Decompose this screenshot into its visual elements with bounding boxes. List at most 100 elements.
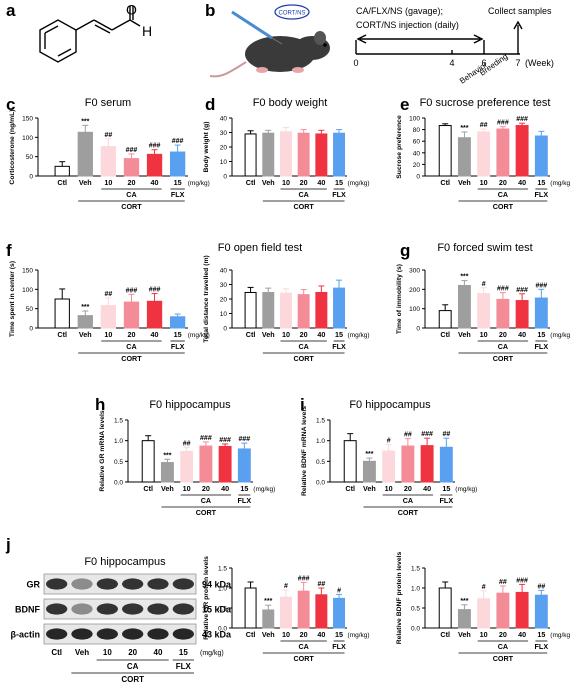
- unit-label: (mg/kg): [550, 180, 570, 187]
- y-tick-label: 1.5: [114, 418, 123, 425]
- blot-cort-label: CORT: [121, 675, 144, 684]
- significance-label: #: [482, 584, 486, 591]
- blot-band: [122, 603, 144, 615]
- cort-label: CORT: [121, 354, 142, 363]
- y-axis-label: Relative BDNF mRNA levels: [301, 406, 308, 496]
- significance-label: ###: [149, 287, 161, 294]
- significance-label: #: [387, 437, 391, 444]
- bar-15: [439, 446, 453, 483]
- flx-label: FLX: [535, 342, 549, 351]
- bar-20: [297, 294, 310, 329]
- panel-letter-h: h: [95, 395, 105, 414]
- x-tick-label: Veh: [262, 630, 275, 639]
- x-tick-label: Ctl: [57, 330, 67, 339]
- unit-label: (mg/kg): [348, 180, 370, 187]
- y-tick-label: 0: [416, 174, 420, 181]
- y-tick-label: 50: [26, 306, 34, 313]
- bar-15: [333, 597, 346, 629]
- ca-label: CA: [126, 190, 136, 199]
- blot-band: [147, 628, 169, 640]
- bar-Veh: [77, 315, 93, 329]
- bar-10: [279, 131, 292, 177]
- significance-label: ###: [200, 435, 212, 442]
- chart-h: F0 hippocampus 0.0 0.5 1.0 1.5 Relative GR mR…: [99, 399, 275, 517]
- y-axis-label: Time spent in center (s): [9, 261, 16, 337]
- y-tick-label: 0: [29, 326, 33, 333]
- chart-c: F0 serum 0 50 100 150 Corticosterone (ng/mL) C…: [9, 97, 210, 211]
- y-tick-label: 0: [29, 174, 33, 181]
- blot-lane-label: Veh: [75, 648, 89, 657]
- ca-label: CA: [298, 642, 308, 651]
- bar-Ctl: [244, 133, 257, 177]
- cort-label: CORT: [293, 202, 314, 211]
- blot-row-label: GR: [27, 580, 41, 590]
- bar-Veh: [457, 284, 471, 329]
- blot-band: [46, 578, 68, 590]
- y-axis-label: Relative GR protein levels: [203, 556, 210, 640]
- x-tick-label: 10: [480, 330, 488, 339]
- x-tick-label: 20: [127, 178, 135, 187]
- y-tick-label: 0.0: [411, 626, 420, 633]
- chart-j2: 0.0 0.5 1.0 1.5 Relative BDNF protein levels…: [396, 552, 570, 663]
- ca-label: CA: [403, 496, 413, 505]
- bar-10: [279, 596, 292, 629]
- x-tick-label: Veh: [458, 630, 471, 639]
- bar-10: [382, 450, 396, 483]
- bar-40: [218, 445, 232, 483]
- bar-Veh: [262, 609, 275, 629]
- bar-40: [146, 300, 163, 329]
- bar-Veh: [457, 137, 471, 177]
- blot-band: [71, 628, 93, 640]
- bar-Veh: [262, 291, 275, 329]
- significance-label: ***: [264, 598, 272, 605]
- y-tick-label: 0.0: [316, 480, 325, 487]
- significance-label: ###: [149, 143, 161, 150]
- y-tick-label: 30: [220, 130, 228, 137]
- ca-label: CA: [298, 342, 308, 351]
- blot-lane-label: 15: [179, 648, 188, 657]
- flx-label: FLX: [238, 496, 252, 505]
- y-tick-label: 0.5: [114, 459, 123, 466]
- blot-band: [71, 578, 93, 590]
- x-tick-label: 10: [104, 178, 112, 187]
- y-tick-label: 1.5: [218, 566, 227, 573]
- cort-label: CORT: [493, 354, 514, 363]
- significance-label: ###: [421, 431, 433, 438]
- bar-40: [315, 594, 328, 629]
- bar-20: [199, 445, 213, 483]
- western-title: F0 hippocampus: [84, 556, 166, 568]
- timeline-badge: CORT/NS: [279, 11, 306, 17]
- western-blot: GR 94 kDa BDNF 15 kDa β-actin 43 kDa Ctl Veh 10 2…: [11, 573, 232, 684]
- flx-label: FLX: [171, 190, 185, 199]
- x-tick-label: 20: [300, 178, 308, 187]
- y-tick-label: 40: [413, 150, 421, 157]
- blot-row-label: BDNF: [15, 605, 40, 615]
- chart-title: F0 sucrose preference test: [420, 97, 551, 109]
- x-tick-label: 15: [442, 484, 450, 493]
- y-tick-label: 150: [22, 116, 33, 123]
- benzene-ring: [39, 19, 77, 63]
- y-tick-label: 10: [220, 311, 228, 318]
- ca-label: CA: [201, 496, 211, 505]
- blot-band: [147, 578, 169, 590]
- blot-band: [96, 603, 118, 615]
- y-tick-label: 80: [413, 127, 421, 134]
- bar-Veh: [457, 609, 471, 629]
- x-tick-label: Veh: [79, 330, 92, 339]
- y-tick-label: 30: [220, 282, 228, 289]
- chart-i: F0 hippocampus 0.0 0.5 1.0 1.5 Relative BDNF …: [301, 399, 477, 517]
- x-tick-label: 15: [537, 178, 545, 187]
- y-tick-label: 100: [409, 116, 420, 123]
- bar-40: [515, 300, 529, 329]
- x-tick-label: 40: [518, 330, 526, 339]
- y-tick-label: 100: [22, 135, 33, 142]
- chart-d: F0 body weight 0 10 20 30 40 Body weight (g) Ct…: [203, 97, 370, 211]
- y-tick-label: 1.5: [316, 418, 325, 425]
- significance-label: #: [337, 587, 341, 594]
- bar-10: [477, 131, 491, 177]
- x-tick-label: 20: [300, 330, 308, 339]
- y-axis-label: Time of immobility (s): [396, 264, 403, 334]
- x-tick-label: 10: [104, 330, 112, 339]
- blot-lane-label: 10: [103, 648, 112, 657]
- x-tick-label: Ctl: [440, 630, 450, 639]
